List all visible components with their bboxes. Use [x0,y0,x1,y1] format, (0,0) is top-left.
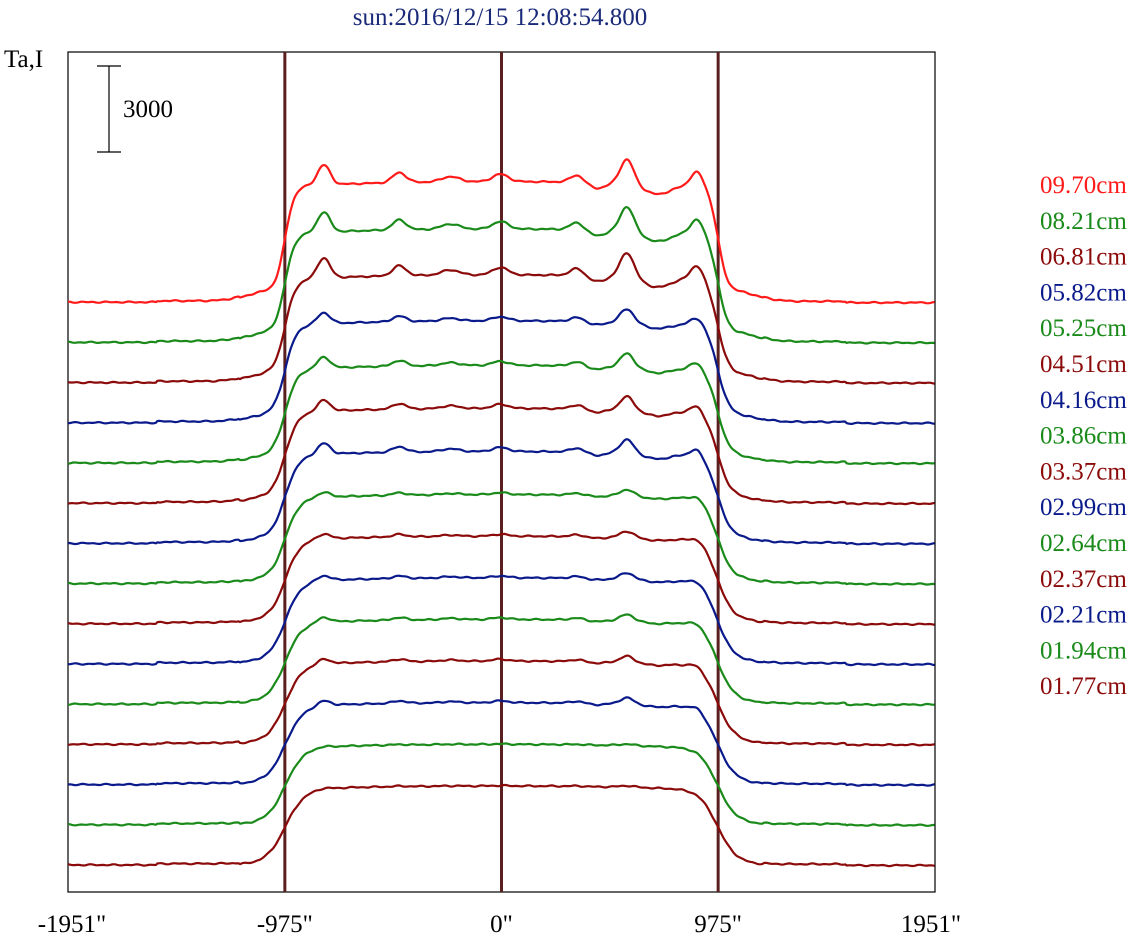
legend-item: 02.99cm [1040,494,1127,521]
legend-item: 04.51cm [1040,351,1127,378]
chart-title: sun:2016/12/15 12:08:54.800 [352,4,648,31]
series-line [67,530,935,627]
legend: 09.70cm 08.21cm 06.81cm 05.82cm 05.25cm 04.51… [1040,172,1127,700]
legend-item: 06.81cm [1040,244,1127,271]
series-line [68,308,935,425]
series-line [67,438,935,546]
series-line [67,488,935,586]
legend-item: 03.86cm [1040,423,1127,450]
series-line [67,654,935,747]
series-line [67,572,935,667]
series-line [67,613,935,707]
legend-item: 02.64cm [1040,530,1127,557]
series-line [67,252,935,385]
series-line [67,742,935,827]
series-group [67,158,935,868]
series-line [67,783,935,868]
x-tick-label: 975" [694,911,742,938]
legend-item: 01.94cm [1040,637,1127,664]
x-tick-labels: -1951" -975" 0" 975" 1951" [38,911,961,938]
legend-item: 02.37cm [1040,566,1127,593]
x-tick-label: 1951" [901,911,961,938]
x-tick-label: 0" [490,911,513,938]
legend-item: 05.25cm [1040,315,1127,342]
series-line [67,352,935,466]
legend-item: 08.21cm [1040,208,1127,235]
series-line [67,206,935,345]
y-axis-label: Ta,I [4,46,43,73]
legend-item: 03.37cm [1040,458,1127,485]
legend-item: 02.21cm [1040,602,1127,629]
scale-bar-label: 3000 [123,96,173,123]
series-line [67,395,935,506]
series-line [67,696,935,787]
vertical-markers [283,52,720,892]
x-tick-label: -975" [257,911,313,938]
scale-bar: 3000 [97,65,173,153]
x-tick-label: -1951" [38,911,107,938]
legend-item: 04.16cm [1040,387,1127,414]
legend-item: 05.82cm [1040,279,1127,306]
legend-item: 09.70cm [1040,172,1127,199]
series-line [68,158,935,305]
legend-item: 01.77cm [1040,673,1127,700]
